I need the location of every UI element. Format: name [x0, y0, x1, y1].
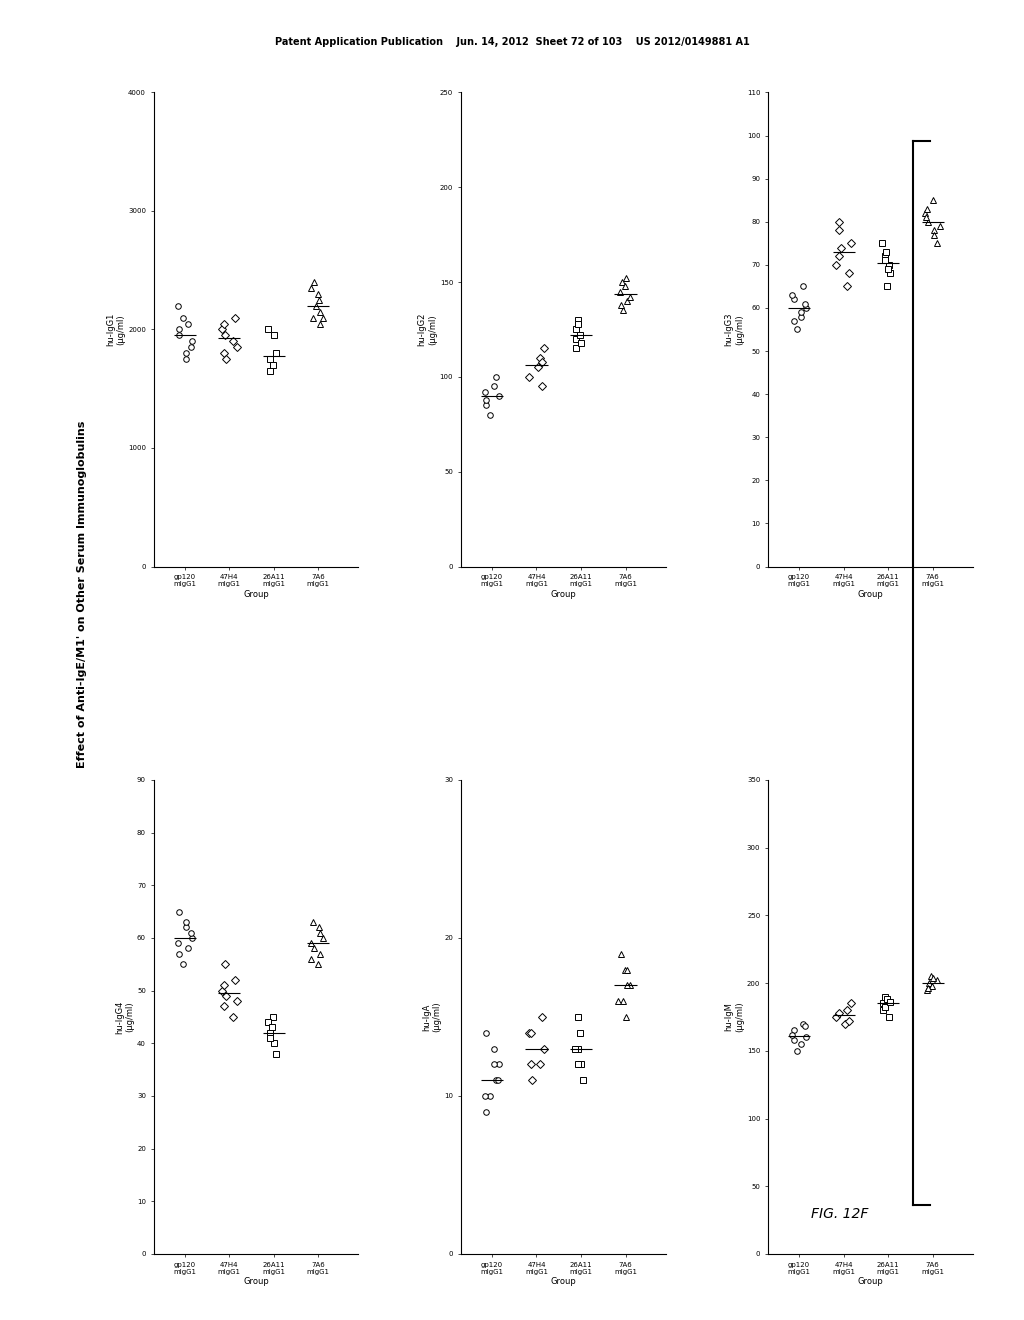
X-axis label: Group: Group [857, 590, 884, 599]
X-axis label: Group: Group [243, 590, 269, 599]
X-axis label: Group: Group [243, 1278, 269, 1287]
X-axis label: Group: Group [550, 1278, 577, 1287]
Y-axis label: hu-IgA
(μg/ml): hu-IgA (μg/ml) [422, 1002, 441, 1032]
X-axis label: Group: Group [857, 1278, 884, 1287]
Text: Patent Application Publication    Jun. 14, 2012  Sheet 72 of 103    US 2012/0149: Patent Application Publication Jun. 14, … [274, 37, 750, 48]
Y-axis label: hu-IgG4
(μg/ml): hu-IgG4 (μg/ml) [115, 1001, 134, 1034]
Y-axis label: hu-IgG2
(μg/ml): hu-IgG2 (μg/ml) [418, 313, 437, 346]
Y-axis label: hu-IgM
(μg/ml): hu-IgM (μg/ml) [725, 1002, 744, 1032]
Y-axis label: hu-IgG3
(μg/ml): hu-IgG3 (μg/ml) [725, 313, 744, 346]
Text: Effect of Anti-IgE/M1' on Other Serum Immunoglobulins: Effect of Anti-IgE/M1' on Other Serum Im… [77, 420, 87, 768]
X-axis label: Group: Group [550, 590, 577, 599]
Y-axis label: hu-IgG1
(μg/ml): hu-IgG1 (μg/ml) [105, 313, 125, 346]
Text: FIG. 12F: FIG. 12F [811, 1208, 868, 1221]
